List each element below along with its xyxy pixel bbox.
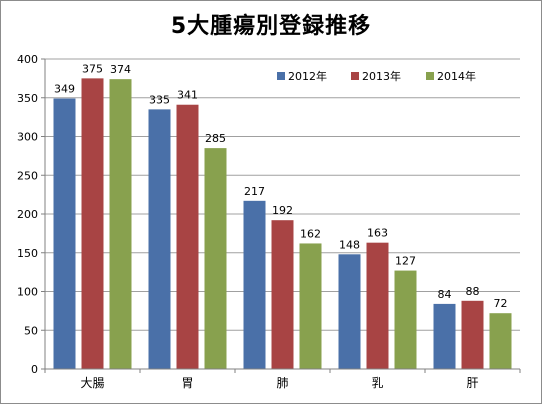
y-tick-label: 150 — [17, 247, 38, 260]
y-tick-label: 350 — [17, 92, 38, 105]
value-label: 192 — [272, 204, 293, 217]
bar — [176, 104, 199, 369]
y-tick-label: 200 — [17, 208, 38, 221]
bar — [53, 98, 76, 370]
y-tick-label: 100 — [17, 286, 38, 299]
value-label: 72 — [494, 297, 508, 310]
category-labels: 大腸 胃 肺 乳 肝 — [80, 376, 478, 390]
value-label: 163 — [367, 227, 388, 240]
legend: 2012年 2013年 2014年 — [277, 69, 476, 83]
category-label: 肝 — [466, 376, 478, 390]
legend-label: 2014年 — [437, 69, 476, 83]
bar — [394, 270, 417, 369]
bar — [338, 254, 361, 369]
axes — [44, 59, 521, 373]
value-label: 349 — [54, 83, 75, 96]
value-label: 341 — [177, 89, 198, 102]
value-label: 88 — [466, 285, 480, 298]
bar — [271, 220, 294, 369]
value-label: 148 — [339, 238, 360, 251]
bar — [204, 148, 227, 369]
value-label: 375 — [82, 62, 103, 75]
bar — [433, 303, 456, 369]
bar — [81, 78, 104, 369]
y-tick-label: 50 — [24, 324, 38, 337]
value-label: 374 — [110, 63, 131, 76]
bar — [489, 313, 512, 369]
legend-label: 2012年 — [288, 69, 327, 83]
value-label: 127 — [395, 255, 416, 268]
y-axis-ticks: 0 50 100 150 200 250 300 350 400 — [17, 53, 45, 376]
y-tick-label: 0 — [31, 363, 38, 376]
legend-swatch — [426, 72, 434, 80]
bar — [461, 300, 484, 369]
bars — [53, 78, 512, 370]
category-label: 胃 — [181, 376, 193, 390]
y-tick-label: 300 — [17, 131, 38, 144]
category-label: 乳 — [371, 376, 383, 390]
legend-label: 2013年 — [362, 69, 401, 83]
bar — [299, 243, 322, 369]
bar — [148, 109, 171, 369]
bar — [109, 79, 132, 370]
value-label: 335 — [149, 93, 170, 106]
value-label: 162 — [300, 227, 321, 240]
legend-swatch — [277, 72, 285, 80]
category-label: 肺 — [276, 376, 288, 390]
value-labels: 349 375 374 335 341 285 217 192 162 148 163 127 84 88… — [54, 62, 508, 310]
value-label: 285 — [205, 132, 226, 145]
legend-swatch — [351, 72, 359, 80]
bar — [366, 242, 389, 369]
chart-title: 5大腫瘍別登録推移 — [170, 14, 372, 39]
y-tick-label: 400 — [17, 53, 38, 66]
value-label: 217 — [244, 185, 265, 198]
category-label: 大腸 — [80, 376, 104, 390]
value-label: 84 — [438, 288, 452, 301]
bar — [243, 200, 266, 369]
y-tick-label: 250 — [17, 169, 38, 182]
